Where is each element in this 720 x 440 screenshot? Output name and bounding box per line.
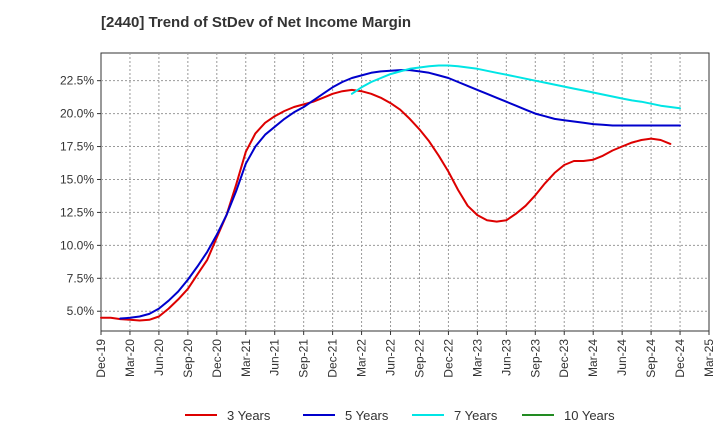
y-tick-label: 12.5% <box>60 205 94 219</box>
series-line-7-years <box>350 64 681 110</box>
x-tick-label: Dec-20 <box>210 339 224 378</box>
legend-label: 5 Years <box>345 407 389 423</box>
y-tick-label: 20.0% <box>60 107 94 121</box>
legend-swatch <box>185 414 217 416</box>
x-tick-label: Dec-24 <box>673 339 687 378</box>
x-tick-label: Dec-21 <box>326 339 340 378</box>
series-line-3-years <box>100 88 672 322</box>
grid <box>97 53 710 335</box>
y-tick-label: 17.5% <box>60 140 94 154</box>
x-tick-label: Sep-23 <box>528 339 542 378</box>
legend-item: 3 Years <box>185 405 270 425</box>
y-tick-label: 15.0% <box>60 172 94 186</box>
legend-label: 7 Years <box>454 407 498 423</box>
legend-item: 5 Years <box>303 405 388 425</box>
x-tick-label: Dec-19 <box>94 339 108 378</box>
x-tick-label: Dec-22 <box>441 339 455 378</box>
y-tick-label: 10.0% <box>60 238 94 252</box>
x-axis-tick-labels: Dec-19 Mar-20 Jun-20 Sep-20 Dec-20 Mar-21 Jun-… <box>94 339 716 378</box>
x-tick-label: Jun-21 <box>268 339 282 376</box>
legend: 3 Years 5 Years 7 Years 10 Years <box>0 405 720 425</box>
legend-label: 3 Years <box>227 407 271 423</box>
y-tick-label: 7.5% <box>67 271 95 285</box>
x-tick-label: Sep-21 <box>297 339 311 378</box>
x-tick-label: Jun-23 <box>499 339 513 376</box>
legend-swatch <box>303 414 335 416</box>
x-tick-label: Mar-20 <box>123 339 137 377</box>
series-line-5-years <box>119 69 681 320</box>
x-tick-label: Jun-24 <box>615 339 629 376</box>
y-tick-label: 5.0% <box>67 304 95 318</box>
x-tick-label: Sep-20 <box>181 339 195 378</box>
y-axis-tick-labels: 5.0% 7.5% 10.0% 12.5% 15.0% 17.5% 20.0% 22.5% <box>60 74 94 319</box>
x-tick-label: Mar-23 <box>470 339 484 377</box>
x-tick-label: Dec-23 <box>557 339 571 378</box>
legend-item: 10 Years <box>522 405 615 425</box>
x-tick-label: Mar-24 <box>586 339 600 377</box>
x-tick-label: Jun-22 <box>384 339 398 376</box>
x-tick-label: Mar-21 <box>239 339 253 377</box>
x-tick-label: Jun-20 <box>152 339 166 376</box>
legend-swatch <box>522 414 554 416</box>
x-tick-label: Sep-22 <box>412 339 426 378</box>
x-tick-label: Mar-25 <box>702 339 716 377</box>
legend-swatch <box>412 414 444 416</box>
legend-label: 10 Years <box>564 407 615 423</box>
x-tick-label: Sep-24 <box>644 339 658 378</box>
y-tick-label: 22.5% <box>60 74 94 88</box>
legend-item: 7 Years <box>412 405 497 425</box>
x-tick-label: Mar-22 <box>355 339 369 377</box>
chart-title: [2440] Trend of StDev of Net Income Marg… <box>101 14 412 31</box>
series-lines <box>100 64 681 322</box>
plot-area <box>100 52 710 332</box>
